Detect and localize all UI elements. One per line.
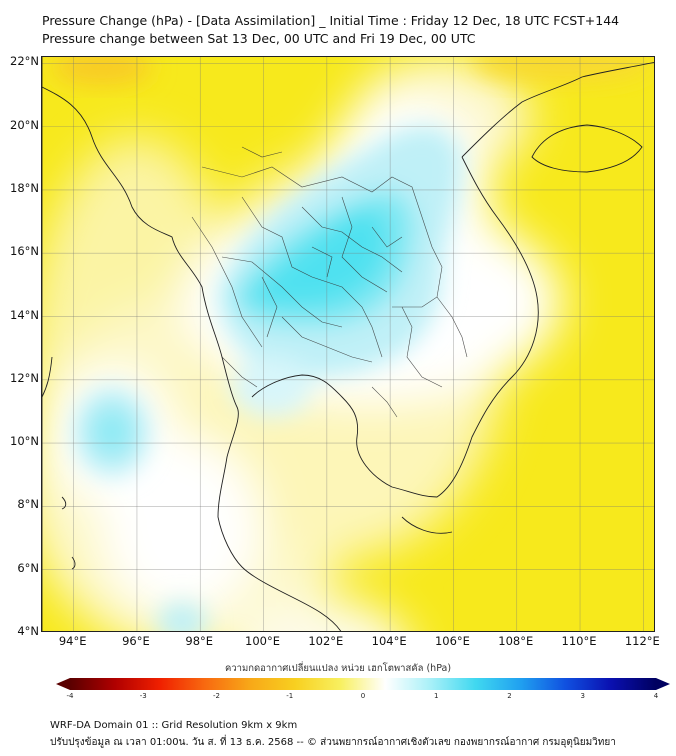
model-info: WRF-DA Domain 01 :: Grid Resolution 9km … (50, 720, 298, 731)
colorbar-tick-label: -2 (213, 692, 220, 700)
graticule (42, 57, 654, 631)
colorbar-tick-label: 2 (507, 692, 512, 700)
longitude-tick-label: 106°E (434, 634, 470, 648)
colorbar-tick-label: 4 (653, 692, 659, 700)
colorbar-extend-low (56, 678, 70, 690)
latitude-tick-label: 14°N (10, 307, 39, 322)
latitude-tick-label: 4°N (17, 624, 39, 638)
longitude-tick-label: 108°E (498, 634, 534, 648)
colorbar-tick-label: 0 (360, 692, 366, 700)
colorbar-extend-high (656, 678, 670, 690)
longitude-tick-label: 102°E (308, 634, 344, 648)
longitude-tick-label: 98°E (185, 634, 214, 648)
pressure-field (42, 57, 654, 631)
colorbar-tick-label: -1 (286, 692, 294, 700)
pressure-change-map (42, 57, 654, 631)
colorbar-tick-label: -3 (139, 692, 147, 700)
latitude-tick-label: 16°N (10, 244, 39, 259)
latitude-tick-label: 20°N (10, 117, 39, 132)
longitude-tick-label: 96°E (122, 634, 150, 648)
latitude-tick-label: 6°N (17, 560, 39, 575)
colorbar-title: ความกดอากาศเปลี่ยนแปลง หน่วย เฮกโตพาสคัล… (224, 663, 452, 674)
colorbar-tick-label: -4 (66, 692, 74, 700)
longitude-tick-label: 104°E (371, 634, 407, 648)
coastline (42, 57, 654, 631)
colorbar (56, 678, 670, 690)
colorbar-tick-label: 1 (434, 692, 439, 700)
longitude-tick-label: 100°E (245, 634, 281, 648)
latitude-tick-label: 18°N (10, 180, 39, 195)
longitude-tick-label: 94°E (58, 634, 87, 648)
map-subtitle: Pressure change between Sat 13 Dec, 00 U… (42, 31, 476, 46)
latitude-tick-label: 22°N (10, 54, 39, 69)
map-title: Pressure Change (hPa) - [Data Assimilati… (42, 13, 620, 28)
province-borders (191, 146, 468, 418)
latitude-tick-label: 12°N (10, 370, 39, 385)
latitude-tick-label: 8°N (17, 497, 39, 512)
latitude-tick-label: 10°N (10, 434, 39, 449)
longitude-tick-label: 110°E (561, 634, 597, 648)
longitude-tick-label: 112°E (624, 634, 660, 648)
map-panel (41, 56, 655, 632)
colorbar-tick-label: 3 (580, 692, 585, 700)
credit-line: ปรับปรุงข้อมูล ณ เวลา 01:00น. วัน ส. ที่… (50, 737, 616, 748)
